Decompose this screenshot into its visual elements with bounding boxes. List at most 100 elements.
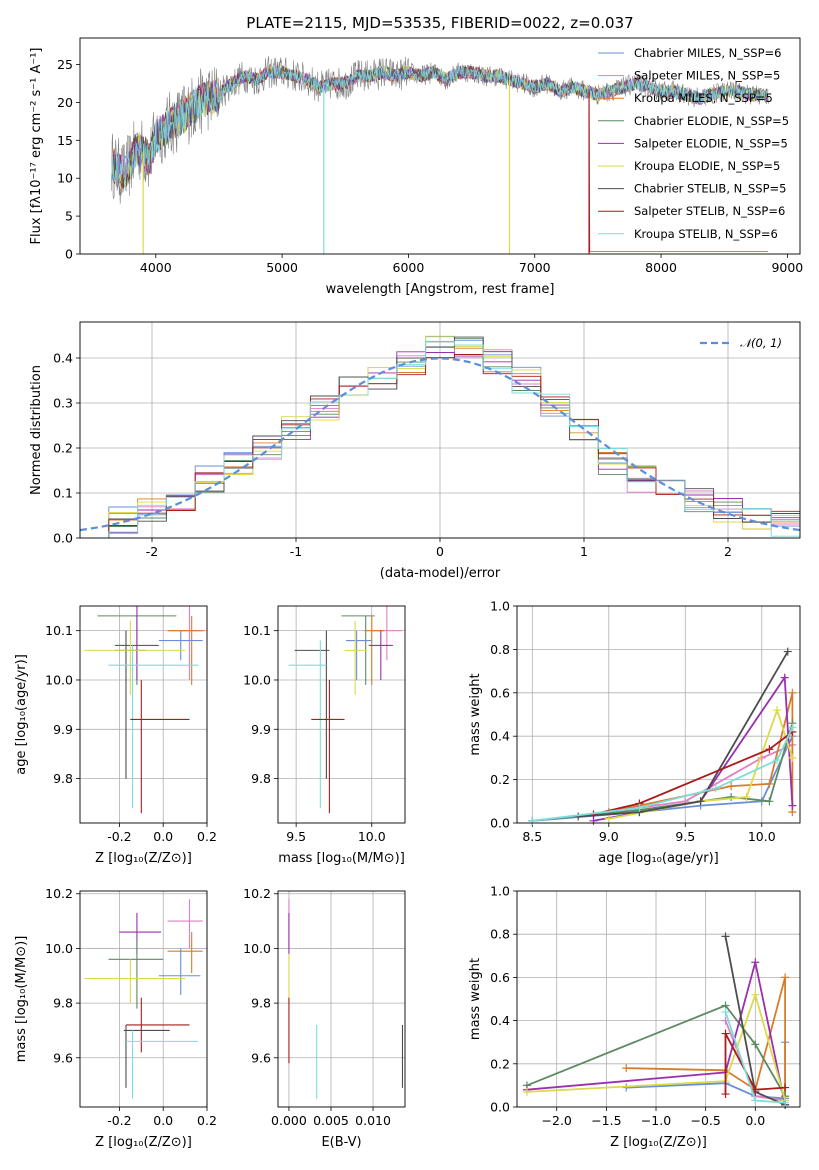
y-tick-label: 0.2 bbox=[490, 1056, 510, 1071]
weight-marker bbox=[622, 1083, 631, 1092]
error-bar-point bbox=[167, 615, 203, 685]
y-tick-label: 0.0 bbox=[490, 816, 510, 831]
x-tick-label: 0.2 bbox=[197, 829, 217, 844]
y-axis-label: age [log₁₀(age/yr)] bbox=[14, 654, 29, 775]
y-axis-label: mass weight bbox=[468, 673, 483, 755]
y-tick-label: 9.9 bbox=[251, 722, 271, 737]
y-tick-label: 0.6 bbox=[490, 970, 510, 985]
error-bar-point bbox=[125, 1030, 199, 1099]
y-tick-label: 0.8 bbox=[490, 642, 510, 657]
x-axis-label: wavelength [Angstrom, rest frame] bbox=[326, 282, 555, 297]
error-bar-point bbox=[123, 1024, 170, 1088]
axes-age-vs-mass: 9.5 10.0 9.8 9.9 10.0 10.1 mass [log₁₀(M/M⊙)] bbox=[243, 605, 406, 866]
weight-marker bbox=[765, 779, 774, 788]
residual-histogram-8 bbox=[80, 340, 800, 539]
weight-marker bbox=[781, 973, 790, 982]
error-bar-point bbox=[288, 640, 327, 809]
weight-marker bbox=[780, 673, 789, 682]
y-tick-label: 0.1 bbox=[53, 486, 73, 501]
x-axis-label: Z [log₁₀(Z/Z⊙)] bbox=[95, 851, 192, 866]
weight-marker bbox=[788, 801, 797, 810]
axes-frame bbox=[277, 890, 406, 1108]
x-tick-label: 9.0 bbox=[599, 829, 619, 844]
y-tick-label: 10.0 bbox=[243, 941, 271, 956]
weight-marker bbox=[721, 1090, 730, 1099]
weight-marker bbox=[696, 797, 705, 806]
weight-line bbox=[526, 991, 786, 1101]
x-axis-label: Z [log₁₀(Z/Z⊙)] bbox=[95, 1135, 192, 1150]
error-bar-point bbox=[108, 645, 199, 809]
weight-line bbox=[578, 651, 789, 818]
weight-line bbox=[724, 1033, 786, 1094]
y-tick-label: 9.6 bbox=[53, 1050, 73, 1065]
x-tick-label: -0.2 bbox=[107, 1113, 131, 1128]
x-tick-label: 4000 bbox=[140, 260, 172, 275]
error-bar-point bbox=[158, 630, 203, 661]
x-tick-label: 9.5 bbox=[286, 829, 306, 844]
x-tick-label: -1 bbox=[290, 544, 302, 559]
axes-residuals: -2 -1 0 1 2 0.0 0.1 0.2 0.3 0.4 (data-model)/error… bbox=[29, 321, 801, 581]
axes-frame bbox=[277, 605, 406, 824]
y-tick-label: 10.2 bbox=[45, 886, 73, 901]
y-tick-label: 0.2 bbox=[490, 772, 510, 787]
error-bar-point bbox=[130, 679, 190, 814]
x-tick-label: 10.0 bbox=[358, 829, 386, 844]
y-tick-label: 9.8 bbox=[251, 996, 271, 1011]
x-tick-label: −1.0 bbox=[641, 1113, 671, 1128]
error-bar-point bbox=[368, 630, 393, 680]
normal-reference-curve bbox=[79, 357, 801, 532]
weight-marker bbox=[727, 792, 736, 801]
weight-marker bbox=[751, 990, 760, 999]
x-tick-label: 0.000 bbox=[271, 1113, 307, 1128]
weight-marker bbox=[604, 814, 613, 823]
weight-marker bbox=[788, 688, 797, 697]
x-axis-label: mass [log₁₀(M/M⊙)] bbox=[278, 851, 405, 866]
axes-frame bbox=[79, 37, 801, 255]
x-tick-label: 0.2 bbox=[197, 1113, 217, 1128]
error-bar-point bbox=[108, 940, 164, 1009]
weight-marker bbox=[751, 1040, 760, 1049]
legend-label: Kroupa ELODIE, N_SSP=5 bbox=[634, 159, 780, 173]
y-tick-label: 0.2 bbox=[53, 441, 73, 456]
weight-marker bbox=[773, 706, 782, 715]
x-tick-label: 9000 bbox=[771, 260, 803, 275]
x-tick-label: 9.5 bbox=[675, 829, 695, 844]
y-tick-label: 0 bbox=[65, 247, 73, 262]
legend-label: 𝒩(0, 1) bbox=[740, 336, 782, 350]
error-bar-point bbox=[294, 630, 330, 779]
weight-line bbox=[593, 731, 793, 816]
legend-label: Kroupa MILES, N_SSP=5 bbox=[634, 91, 773, 105]
weight-series-7 bbox=[721, 1029, 790, 1099]
x-tick-label: 0.010 bbox=[355, 1113, 391, 1128]
x-tick-label: 2 bbox=[724, 544, 732, 559]
x-tick-label: −2.0 bbox=[542, 1113, 572, 1128]
y-tick-label: 0.3 bbox=[53, 396, 73, 411]
y-tick-label: 0.4 bbox=[53, 351, 73, 366]
axes-weight-vs-Z: −2.0 −1.5 −1.0 −0.5 0.0 0.0 0.2 0.4 0.6 0.8 1.0 Z [… bbox=[468, 884, 801, 1150]
legend-label: Chabrier STELIB, N_SSP=5 bbox=[634, 182, 786, 196]
y-tick-label: 25 bbox=[57, 57, 73, 72]
weight-marker bbox=[635, 803, 644, 812]
legend-label: Chabrier ELODIE, N_SSP=5 bbox=[634, 114, 789, 128]
error-bar-point bbox=[167, 932, 203, 974]
weight-marker bbox=[788, 753, 797, 762]
weight-series-8 bbox=[721, 1007, 790, 1107]
weight-marker bbox=[751, 1085, 760, 1094]
x-tick-label: 10.0 bbox=[748, 829, 776, 844]
chart-title: PLATE=2115, MJD=53535, FIBERID=0022, z=0… bbox=[246, 14, 633, 32]
x-tick-label: -2 bbox=[146, 544, 158, 559]
axes-weight-vs-age: 8.5 9.0 9.5 10.0 0.0 0.2 0.4 0.6 0.8 1.0 age [log₁… bbox=[468, 599, 801, 866]
weight-series-2 bbox=[604, 688, 797, 817]
weight-marker bbox=[711, 784, 720, 793]
y-tick-label: 10.0 bbox=[45, 941, 73, 956]
y-tick-label: 0.4 bbox=[490, 729, 510, 744]
x-tick-label: -0.2 bbox=[107, 829, 131, 844]
error-bar-point bbox=[371, 606, 402, 661]
x-axis-label: E(B-V) bbox=[321, 1135, 361, 1150]
weight-marker bbox=[528, 816, 537, 825]
error-bar-point bbox=[158, 948, 201, 995]
weight-marker bbox=[773, 756, 782, 765]
error-bar-point bbox=[167, 899, 203, 949]
weight-marker bbox=[721, 932, 730, 941]
